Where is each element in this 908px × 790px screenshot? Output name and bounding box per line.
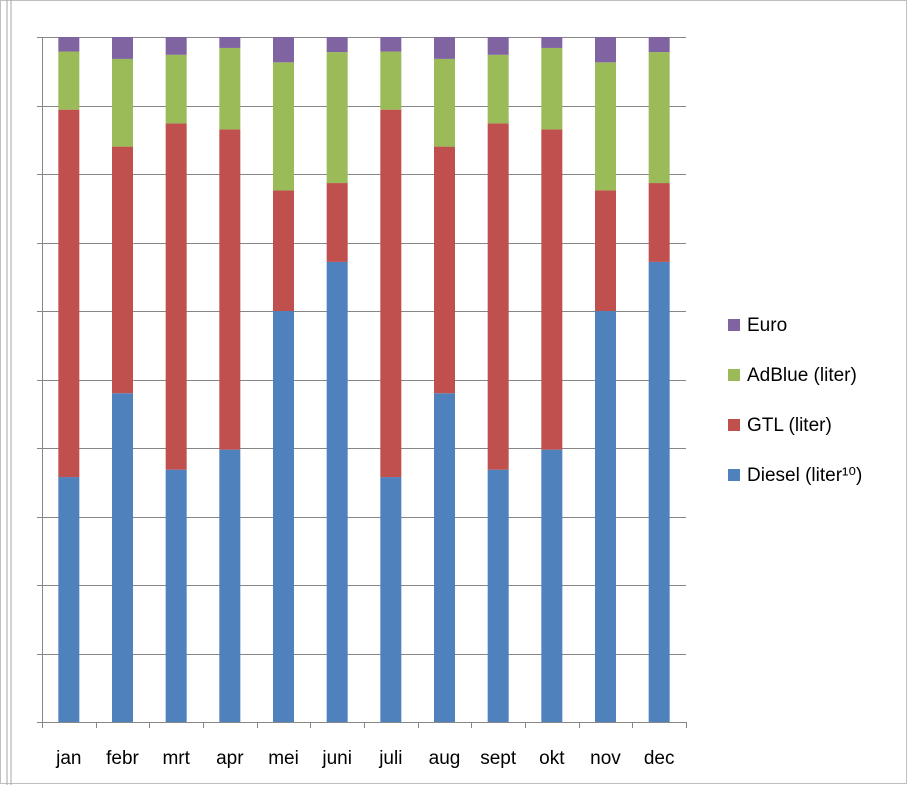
x-tick-label: okt xyxy=(539,748,565,769)
bar-segment xyxy=(595,62,616,191)
bar-segment xyxy=(541,47,563,130)
bar-segment xyxy=(434,146,455,394)
bar-segment xyxy=(326,183,348,262)
bar-segment xyxy=(380,51,402,110)
bar-segment xyxy=(219,37,241,48)
bar-segment xyxy=(380,477,402,722)
bar-segment xyxy=(58,37,80,52)
legend: Euro AdBlue (liter) GTL (liter) Diesel (lit… xyxy=(728,315,862,486)
x-tick-label: jan xyxy=(55,748,81,769)
bar-segment xyxy=(58,109,80,478)
bar-segment xyxy=(219,449,241,722)
bar-segment xyxy=(487,54,509,124)
legend-swatch xyxy=(728,419,740,431)
bar-segment xyxy=(326,52,348,184)
bar-segment xyxy=(380,37,402,52)
bar-segment xyxy=(648,183,670,262)
bar-segment xyxy=(541,37,563,48)
bar-segment xyxy=(487,123,509,470)
bar-segment xyxy=(380,109,402,478)
x-tick-label: mei xyxy=(268,748,299,769)
bar-segment xyxy=(487,37,509,55)
bar-segment xyxy=(595,190,616,311)
bar-segment xyxy=(487,469,509,722)
bar-segment xyxy=(648,52,670,184)
legend-swatch xyxy=(728,319,740,331)
bar-segment xyxy=(434,393,455,722)
bar-segment xyxy=(58,477,80,722)
bar-segment xyxy=(273,37,294,63)
bar-segment xyxy=(273,311,294,722)
bar-segment xyxy=(434,58,455,147)
bar-segment xyxy=(165,54,187,124)
bar-segment xyxy=(326,261,348,722)
legend-label: GTL (liter) xyxy=(747,415,832,436)
bar-segment xyxy=(648,37,670,53)
x-tick-label: febr xyxy=(106,748,139,769)
bar-segment xyxy=(541,129,563,450)
bar-segment xyxy=(541,449,563,722)
legend-swatch xyxy=(728,469,740,481)
bar-segment xyxy=(219,47,241,130)
x-tick-label: apr xyxy=(216,748,244,769)
bar-segment xyxy=(219,129,241,450)
bars xyxy=(58,37,670,722)
x-tick-label: dec xyxy=(644,748,675,769)
x-tick-label: nov xyxy=(590,748,621,769)
legend-label: Diesel (liter¹⁰) xyxy=(747,465,862,486)
x-tick-label: aug xyxy=(429,748,461,769)
x-tick-label: juli xyxy=(378,748,402,769)
bar-segment xyxy=(595,37,616,63)
bar-segment xyxy=(112,393,133,722)
bar-segment xyxy=(326,37,348,53)
bar-segment xyxy=(273,190,294,311)
bar-segment xyxy=(112,146,133,394)
x-tick-label: juni xyxy=(321,748,352,769)
x-tick-label: sept xyxy=(480,748,517,769)
x-tick-label: mrt xyxy=(162,748,190,769)
bar-segment xyxy=(165,469,187,722)
legend-swatch xyxy=(728,369,740,381)
legend-label: AdBlue (liter) xyxy=(747,365,857,386)
bar-segment xyxy=(648,261,670,722)
bar-segment xyxy=(58,51,80,110)
axes xyxy=(37,37,687,728)
bar-segment xyxy=(434,37,455,59)
bar-segment xyxy=(273,62,294,191)
x-tick-labels: jan febr mrt apr mei juni juli aug sept okt nov dec xyxy=(55,748,674,769)
bar-segment xyxy=(595,311,616,722)
bar-segment xyxy=(165,123,187,470)
legend-label: Euro xyxy=(747,315,787,336)
bar-segment xyxy=(112,58,133,147)
bar-segment xyxy=(112,37,133,59)
bar-segment xyxy=(165,37,187,55)
gridlines xyxy=(37,37,686,655)
